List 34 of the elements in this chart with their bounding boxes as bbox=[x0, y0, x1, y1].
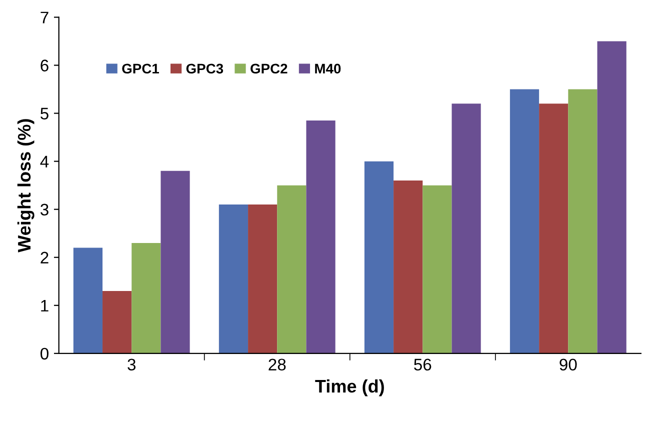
legend-label: GPC1 bbox=[122, 64, 159, 74]
y-tick-label: 6 bbox=[40, 60, 48, 72]
bar bbox=[539, 104, 568, 354]
y-tick-label: 2 bbox=[40, 252, 48, 264]
bar bbox=[218, 204, 248, 354]
y-tick-label: 1 bbox=[41, 300, 48, 312]
bar bbox=[132, 242, 161, 354]
bar bbox=[364, 161, 394, 354]
bar bbox=[277, 185, 306, 354]
legend-label: GPC3 bbox=[186, 64, 224, 74]
y-axis-title: Weight loss (%) bbox=[17, 119, 34, 252]
y-tick-label: 5 bbox=[40, 108, 48, 120]
bar bbox=[73, 248, 103, 354]
bar bbox=[248, 204, 278, 354]
x-tick-label: 28 bbox=[268, 358, 286, 371]
bar bbox=[160, 170, 190, 354]
legend-label: GPC2 bbox=[250, 64, 288, 74]
bar bbox=[568, 89, 598, 354]
bar bbox=[306, 120, 336, 354]
bar bbox=[597, 41, 626, 354]
bar bbox=[102, 290, 132, 354]
y-tick-label: 0 bbox=[40, 348, 48, 360]
y-tick-label: 4 bbox=[40, 156, 49, 168]
bar bbox=[394, 180, 423, 354]
x-tick-label: 90 bbox=[560, 358, 577, 371]
y-tick-label: 7 bbox=[40, 12, 48, 24]
x-tick-label: 56 bbox=[414, 358, 432, 371]
bar bbox=[422, 185, 452, 354]
y-tick-label: 3 bbox=[40, 204, 48, 216]
x-tick-label: 3 bbox=[128, 358, 136, 371]
bar bbox=[452, 104, 481, 354]
x-axis-title: Time (d) bbox=[315, 379, 384, 396]
bar bbox=[510, 89, 540, 354]
legend-label: M40 bbox=[315, 64, 341, 74]
